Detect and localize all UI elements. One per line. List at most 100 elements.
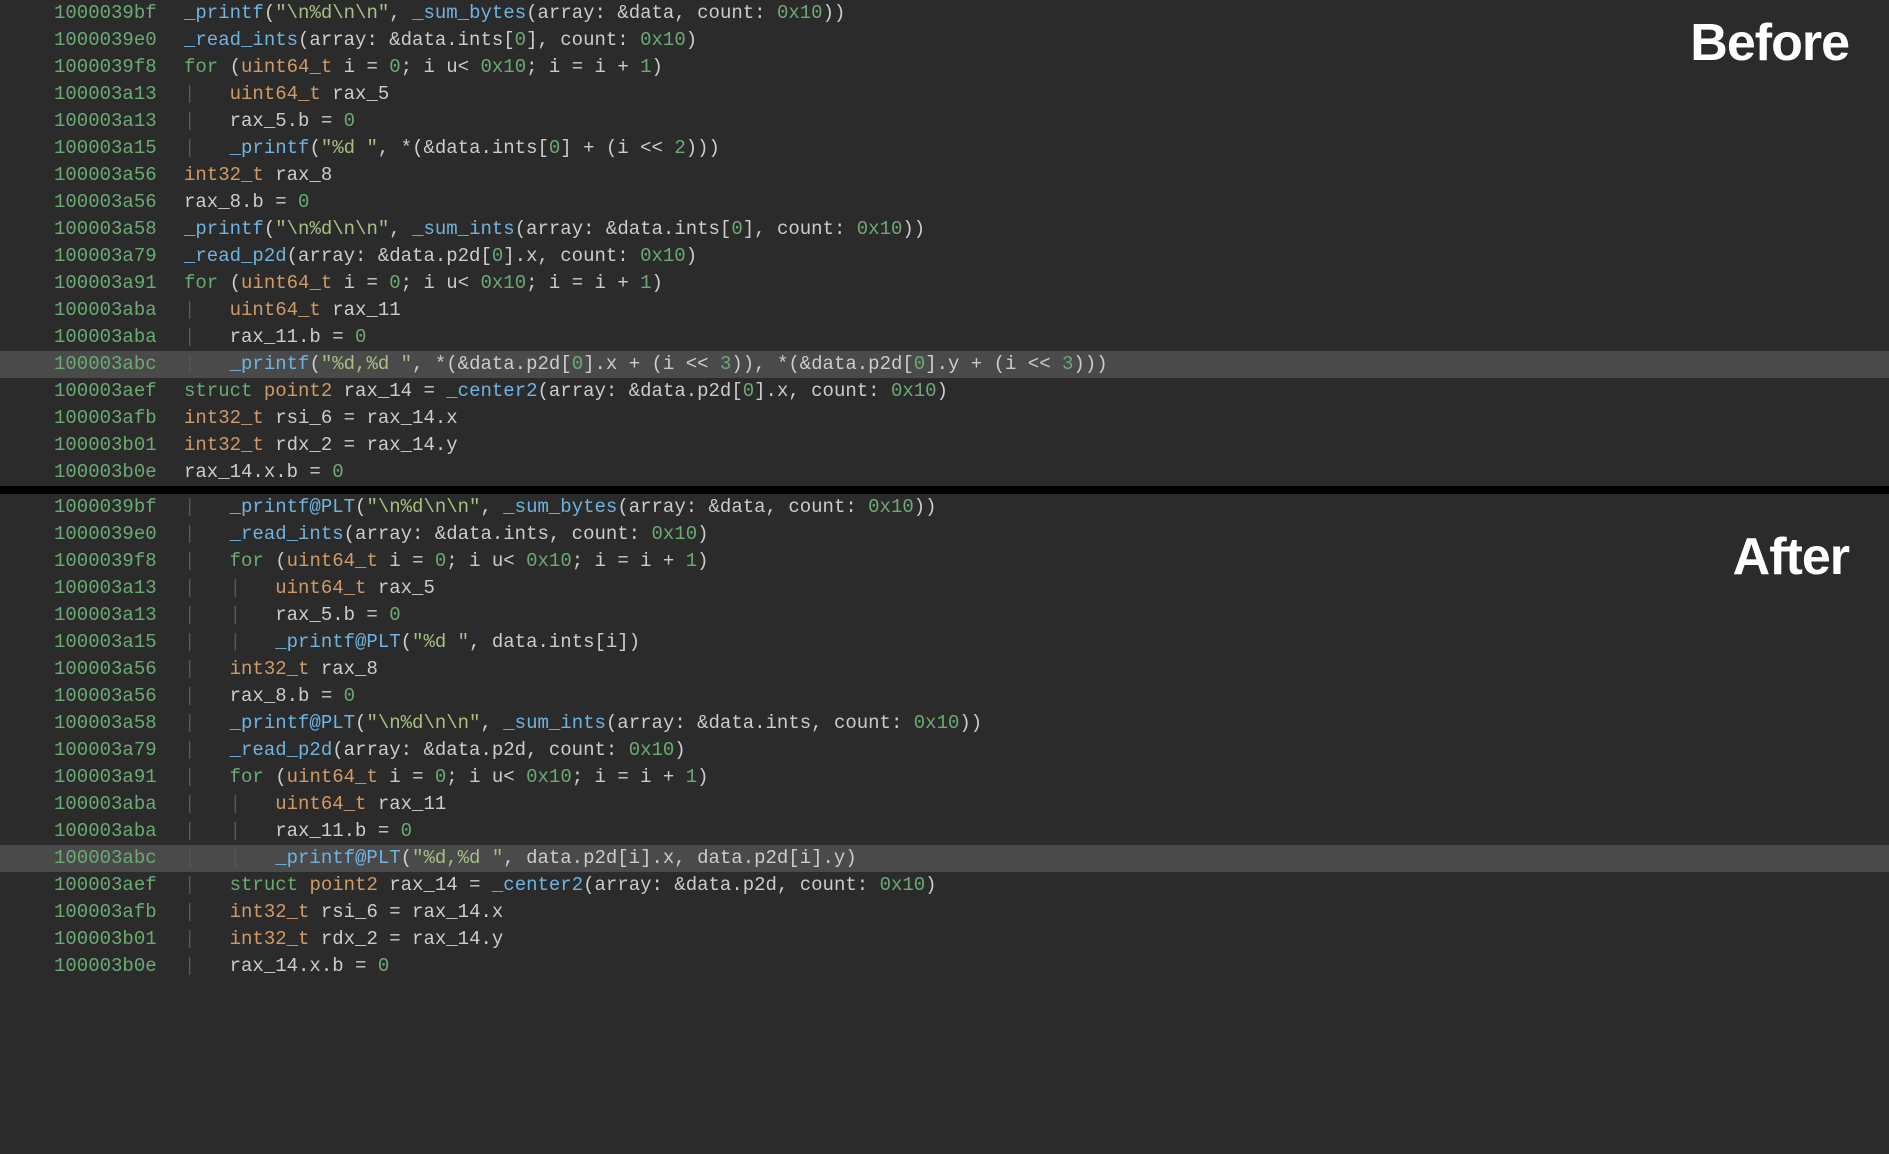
code-line[interactable]: 1000039e0| _read_ints(array: &data.ints,…: [0, 521, 1889, 548]
indent-guide: |: [184, 874, 230, 896]
pane-divider: [0, 486, 1889, 494]
indent-guide: |: [184, 110, 230, 132]
token-punc: rax_11: [321, 299, 401, 321]
code-line[interactable]: 100003aba| | rax_11.b = 0: [0, 818, 1889, 845]
indent-guide: |: [184, 353, 230, 375]
token-punc: rdx_2 = rax_14.y: [264, 434, 458, 456]
address: 100003a79: [54, 737, 184, 764]
code-line[interactable]: 100003abc| | _printf@PLT("%d,%d ", data.…: [0, 845, 1889, 872]
token-num: 2: [674, 137, 685, 159]
code-line[interactable]: 100003a56| int32_t rax_8: [0, 656, 1889, 683]
code-line[interactable]: 100003afb| int32_t rsi_6 = rax_14.x: [0, 899, 1889, 926]
code-text: int32_t rax_8: [184, 162, 332, 189]
address: 100003a58: [54, 216, 184, 243]
token-punc: (: [218, 272, 241, 294]
token-punc: rax_11.b =: [275, 820, 400, 842]
code-line[interactable]: 100003a13| uint64_t rax_5: [0, 81, 1889, 108]
code-line[interactable]: 1000039bf_printf("\n%d\n\n", _sum_bytes(…: [0, 0, 1889, 27]
token-punc: [298, 874, 309, 896]
code-line[interactable]: 100003afbint32_t rsi_6 = rax_14.x: [0, 405, 1889, 432]
code-line[interactable]: 100003aba| rax_11.b = 0: [0, 324, 1889, 351]
token-punc: ): [652, 56, 663, 78]
code-line[interactable]: 100003a91for (uint64_t i = 0; i u< 0x10;…: [0, 270, 1889, 297]
code-line[interactable]: 100003a58_printf("\n%d\n\n", _sum_ints(a…: [0, 216, 1889, 243]
token-num: 0: [914, 353, 925, 375]
code-line[interactable]: 100003aef| struct point2 rax_14 = _cente…: [0, 872, 1889, 899]
address: 100003abc: [54, 845, 184, 872]
code-text: _read_p2d(array: &data.p2d[0].x, count: …: [184, 243, 697, 270]
token-str: "%d ": [412, 631, 469, 653]
token-kw: for: [230, 766, 264, 788]
token-punc: , *(&data.ints[: [378, 137, 549, 159]
code-line[interactable]: 100003a79| _read_p2d(array: &data.p2d, c…: [0, 737, 1889, 764]
code-line[interactable]: 100003aefstruct point2 rax_14 = _center2…: [0, 378, 1889, 405]
code-line[interactable]: 100003a13| | rax_5.b = 0: [0, 602, 1889, 629]
code-line[interactable]: 100003a79_read_p2d(array: &data.p2d[0].x…: [0, 243, 1889, 270]
code-line[interactable]: 100003a58| _printf@PLT("\n%d\n\n", _sum_…: [0, 710, 1889, 737]
code-line[interactable]: 100003b01int32_t rdx_2 = rax_14.y: [0, 432, 1889, 459]
token-punc: rax_14 =: [332, 380, 446, 402]
token-punc: rax_5.b =: [230, 110, 344, 132]
address: 100003a13: [54, 81, 184, 108]
token-punc: ): [697, 523, 708, 545]
code-line[interactable]: 100003a13| rax_5.b = 0: [0, 108, 1889, 135]
code-text: | for (uint64_t i = 0; i u< 0x10; i = i …: [184, 548, 709, 575]
code-text: for (uint64_t i = 0; i u< 0x10; i = i + …: [184, 270, 663, 297]
code-line[interactable]: 100003a15| | _printf@PLT("%d ", data.int…: [0, 629, 1889, 656]
code-line[interactable]: 100003aba| uint64_t rax_11: [0, 297, 1889, 324]
code-line[interactable]: 100003aba| | uint64_t rax_11: [0, 791, 1889, 818]
indent-guide: |: [184, 685, 230, 707]
code-line[interactable]: 100003abc| _printf("%d,%d ", *(&data.p2d…: [0, 351, 1889, 378]
token-num: 0x10: [481, 56, 527, 78]
address: 100003a13: [54, 602, 184, 629]
code-line[interactable]: 100003a15| _printf("%d ", *(&data.ints[0…: [0, 135, 1889, 162]
token-num: 0: [572, 353, 583, 375]
token-punc: ): [697, 766, 708, 788]
token-fn: _read_p2d: [230, 739, 333, 761]
code-line[interactable]: 1000039bf| _printf@PLT("\n%d\n\n", _sum_…: [0, 494, 1889, 521]
code-text: int32_t rdx_2 = rax_14.y: [184, 432, 458, 459]
indent-guide: |: [184, 523, 230, 545]
code-line[interactable]: 1000039e0_read_ints(array: &data.ints[0]…: [0, 27, 1889, 54]
address: 100003a79: [54, 243, 184, 270]
token-punc: ,: [389, 2, 412, 24]
token-punc: ))): [1073, 353, 1107, 375]
address: 100003aba: [54, 297, 184, 324]
token-punc: (: [355, 496, 366, 518]
token-punc: (array: &data.ints[: [515, 218, 732, 240]
code-line[interactable]: 100003a56| rax_8.b = 0: [0, 683, 1889, 710]
code-text: | | _printf@PLT("%d,%d ", data.p2d[i].x,…: [184, 845, 857, 872]
token-num: 0: [401, 820, 412, 842]
code-line[interactable]: 1000039f8| for (uint64_t i = 0; i u< 0x1…: [0, 548, 1889, 575]
code-line[interactable]: 1000039f8for (uint64_t i = 0; i u< 0x10;…: [0, 54, 1889, 81]
address: 1000039e0: [54, 521, 184, 548]
token-fn: _sum_ints: [503, 712, 606, 734]
token-num: 0: [378, 955, 389, 977]
token-punc: ): [674, 739, 685, 761]
code-line[interactable]: 100003b0e| rax_14.x.b = 0: [0, 953, 1889, 980]
token-str: "\n%d\n\n": [275, 218, 389, 240]
token-num: 0x10: [629, 739, 675, 761]
token-punc: ; i = i +: [572, 550, 686, 572]
address: 100003a15: [54, 135, 184, 162]
code-line[interactable]: 100003a91| for (uint64_t i = 0; i u< 0x1…: [0, 764, 1889, 791]
code-line[interactable]: 100003b0erax_14.x.b = 0: [0, 459, 1889, 486]
code-line[interactable]: 100003a56int32_t rax_8: [0, 162, 1889, 189]
code-text: | rax_11.b = 0: [184, 324, 366, 351]
token-punc: ] + (i <<: [560, 137, 674, 159]
code-line[interactable]: 100003a13| | uint64_t rax_5: [0, 575, 1889, 602]
token-fn: _printf: [230, 353, 310, 375]
code-line[interactable]: 100003a56rax_8.b = 0: [0, 189, 1889, 216]
token-num: 0: [492, 245, 503, 267]
token-num: 0x10: [652, 523, 698, 545]
token-num: 0: [435, 550, 446, 572]
token-punc: ): [686, 29, 697, 51]
code-text: | struct point2 rax_14 = _center2(array:…: [184, 872, 937, 899]
code-text: | uint64_t rax_5: [184, 81, 389, 108]
token-num: 0x10: [868, 496, 914, 518]
token-num: 0x10: [640, 245, 686, 267]
token-type: int32_t: [184, 434, 264, 456]
token-punc: rax_8: [264, 164, 332, 186]
token-fn: _read_ints: [230, 523, 344, 545]
code-line[interactable]: 100003b01| int32_t rdx_2 = rax_14.y: [0, 926, 1889, 953]
